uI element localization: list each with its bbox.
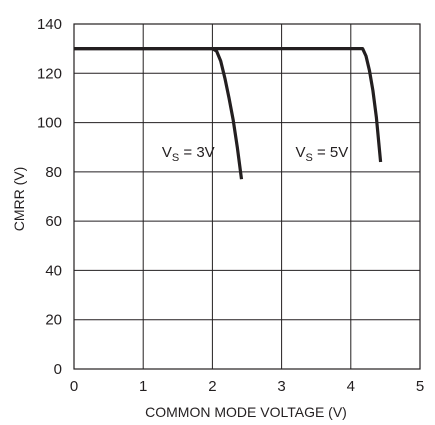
annotations: VS = 3V VS = 5V [162, 144, 348, 164]
series-line-1 [74, 46, 244, 180]
x-tick-label-3: 3 [277, 378, 285, 395]
x-tick-label-2: 2 [208, 378, 216, 395]
y-tick-label-0: 0 [54, 361, 62, 378]
y-tick-label-5: 100 [37, 115, 62, 132]
y-tick-label-2: 40 [45, 262, 62, 279]
x-axis-label: COMMON MODE VOLTAGE (V) [145, 404, 347, 420]
y-tick-label-3: 60 [45, 213, 62, 230]
series-lines [74, 46, 383, 180]
y-tick-label-1: 20 [45, 312, 62, 329]
plot-frame [73, 23, 421, 370]
series-annotation-1: VS = 3V [162, 144, 215, 164]
grid [73, 23, 421, 370]
y-tick-label-7: 140 [37, 16, 62, 33]
series-line-2 [74, 46, 383, 163]
x-tick-label-4: 4 [347, 378, 355, 395]
x-tick-label-0: 0 [70, 378, 78, 395]
y-tick-label-4: 80 [45, 164, 62, 181]
y-tick-labels: 0 20 40 60 80 100 120 140 [37, 16, 62, 378]
series-annotation-2: VS = 5V [295, 144, 348, 164]
x-tick-labels: 0 1 2 3 4 5 [70, 378, 424, 395]
y-axis-label: CMRR (V) [11, 167, 27, 232]
x-tick-label-1: 1 [139, 378, 147, 395]
x-tick-label-5: 5 [416, 378, 424, 395]
y-tick-label-6: 120 [37, 65, 62, 82]
